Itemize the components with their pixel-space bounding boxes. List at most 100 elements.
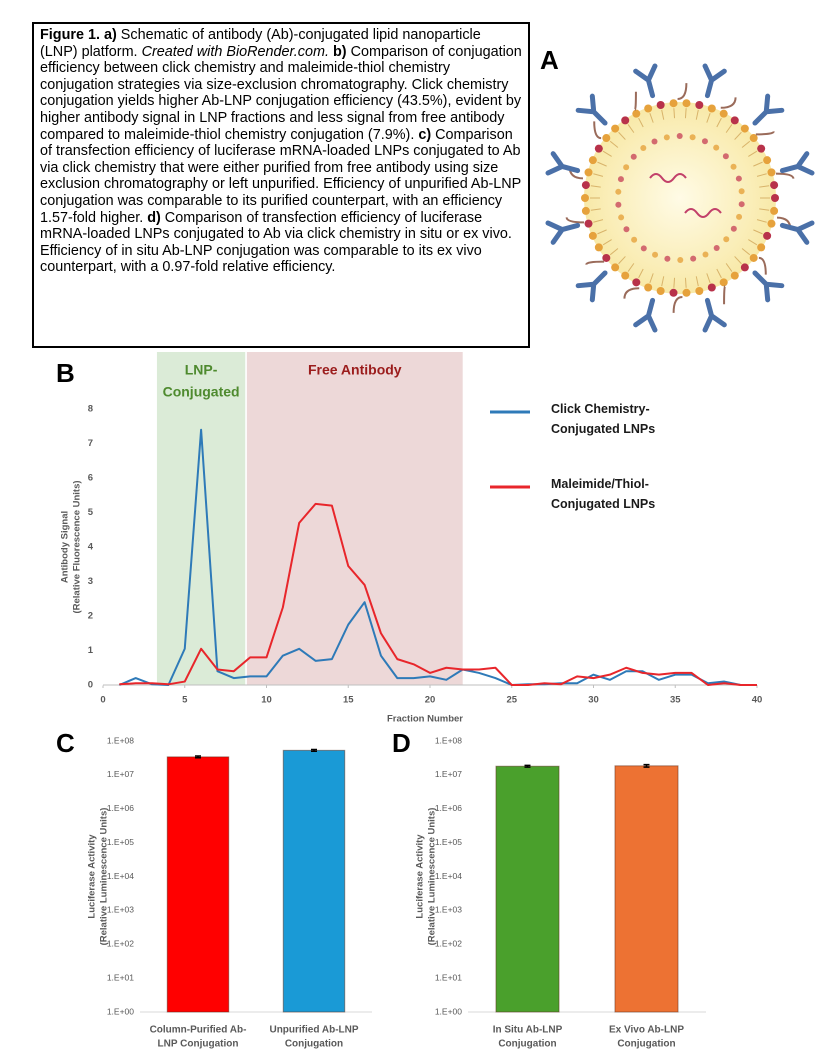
y-tick-label: 1.E+07: [435, 769, 462, 779]
inner-lipid: [713, 144, 720, 151]
inner-lipid: [702, 251, 709, 258]
inner-lipid: [722, 153, 729, 160]
lipid-head: [656, 100, 665, 109]
x-tick-label: 40: [752, 695, 763, 706]
lipid-head: [611, 124, 620, 133]
y-tick-label: 7: [88, 438, 93, 449]
y-tick-label: 1.E+00: [107, 1006, 134, 1016]
lipid-tail: [741, 140, 751, 148]
caption-segment: b): [329, 43, 347, 60]
region: [156, 352, 246, 685]
antibody-shape: [702, 63, 727, 99]
antibody: [702, 63, 727, 99]
antibody-shape: [633, 63, 658, 99]
inner-lipid: [736, 213, 743, 220]
inner-lipid: [630, 153, 637, 160]
error-bar: [311, 748, 317, 752]
lipid-tail: [753, 161, 763, 167]
legend-line: Maleimide/Thiol-: [551, 477, 649, 491]
lipid-tail: [748, 150, 758, 157]
lipid-head: [588, 231, 597, 240]
antibody: [752, 93, 785, 126]
lipid-head: [581, 194, 589, 202]
antibody-shape: [633, 297, 658, 333]
antibody: [779, 151, 815, 176]
lipid-head: [584, 168, 593, 177]
x-category-label: LNP Conjugation: [158, 1039, 239, 1050]
peg-chain: [593, 121, 602, 140]
lipid-head: [581, 181, 590, 190]
y-axis-label: Luciferase Activity: [87, 834, 98, 919]
lipid-head: [669, 99, 678, 108]
lipid-tail: [649, 273, 654, 283]
lipid-tail: [627, 124, 635, 133]
inner-lipid: [738, 201, 745, 208]
antibody: [575, 93, 608, 126]
lipid-tail: [753, 229, 763, 235]
lipid-tail: [597, 161, 607, 167]
x-category-label: Column-Purified Ab-: [150, 1025, 247, 1036]
lipid-tail: [695, 276, 699, 287]
lipid-head: [719, 109, 728, 118]
lipid-tail: [661, 276, 665, 287]
lipid-tail: [618, 256, 626, 265]
peg-chain: [565, 217, 585, 224]
inner-lipid: [640, 145, 647, 152]
x-category-label: Conjugation: [498, 1039, 556, 1050]
series-line: [119, 502, 757, 686]
lipid-tail: [741, 248, 751, 256]
lipid-tail: [649, 113, 654, 123]
lipid-head: [695, 100, 704, 109]
lipid-head: [770, 181, 779, 190]
lipid-head: [621, 116, 630, 125]
lipid-head: [767, 168, 776, 177]
lipid-tail: [609, 248, 619, 256]
lipid-tail: [684, 277, 687, 288]
inner-lipid: [623, 164, 630, 171]
caption-segment: c): [418, 126, 432, 143]
lipid-tail: [618, 131, 626, 140]
x-tick-label: 0: [100, 695, 105, 706]
caption-segment: Comparison of transfection efficiency of…: [40, 209, 512, 276]
inner-lipid: [623, 226, 630, 233]
y-axis-label: (Relative Luminescence Units): [99, 808, 110, 946]
caption-segment: d): [147, 209, 161, 226]
lipid-head: [719, 278, 728, 287]
lipid-tail: [602, 150, 612, 157]
y-tick-label: 1.E+02: [107, 939, 134, 949]
y-tick-label: 1.E+04: [107, 871, 134, 881]
y-tick-label: 1.E+02: [435, 939, 462, 949]
inner-lipid: [677, 256, 684, 263]
lipid-tail: [609, 140, 619, 148]
peg-chain: [672, 295, 683, 313]
inner-lipid: [615, 188, 622, 195]
peg-chain: [755, 131, 775, 136]
lipid-tail: [684, 108, 687, 119]
y-tick-label: 3: [88, 576, 93, 587]
y-tick-label: 1.E+06: [107, 803, 134, 813]
lipid-tail: [748, 239, 758, 246]
region-label: LNP-: [185, 362, 218, 378]
antibody-shape: [575, 93, 608, 126]
inner-lipid: [651, 138, 658, 145]
x-tick-label: 30: [588, 695, 599, 706]
lipid-head: [757, 243, 766, 252]
lipid-head: [749, 253, 758, 262]
y-axis-label: Antibody Signal: [60, 511, 71, 583]
x-tick-label: 5: [182, 695, 188, 706]
legend-label: Maleimide/Thiol- Conjugated LNPs: [551, 477, 655, 511]
figure-caption: Figure 1. a) Schematic of antibody (Ab)-…: [32, 22, 530, 348]
antibody: [575, 270, 608, 303]
antibody: [633, 63, 658, 99]
y-tick-label: 8: [88, 404, 93, 415]
lnp-schematic: [545, 63, 815, 333]
antibody-shape: [779, 220, 815, 245]
lipid-head: [584, 219, 593, 228]
legend-line: Conjugated LNPs: [551, 422, 655, 436]
lipid-head: [682, 288, 691, 297]
y-tick-label: 1.E+01: [107, 972, 134, 982]
lipid-head: [695, 287, 704, 296]
inner-lipid: [664, 255, 671, 262]
lipid-tail: [673, 277, 676, 288]
lipid-head: [763, 231, 772, 240]
